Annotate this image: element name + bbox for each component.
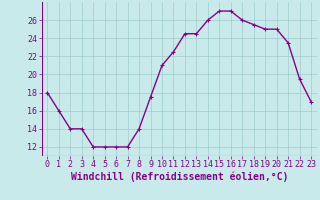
X-axis label: Windchill (Refroidissement éolien,°C): Windchill (Refroidissement éolien,°C): [70, 172, 288, 182]
